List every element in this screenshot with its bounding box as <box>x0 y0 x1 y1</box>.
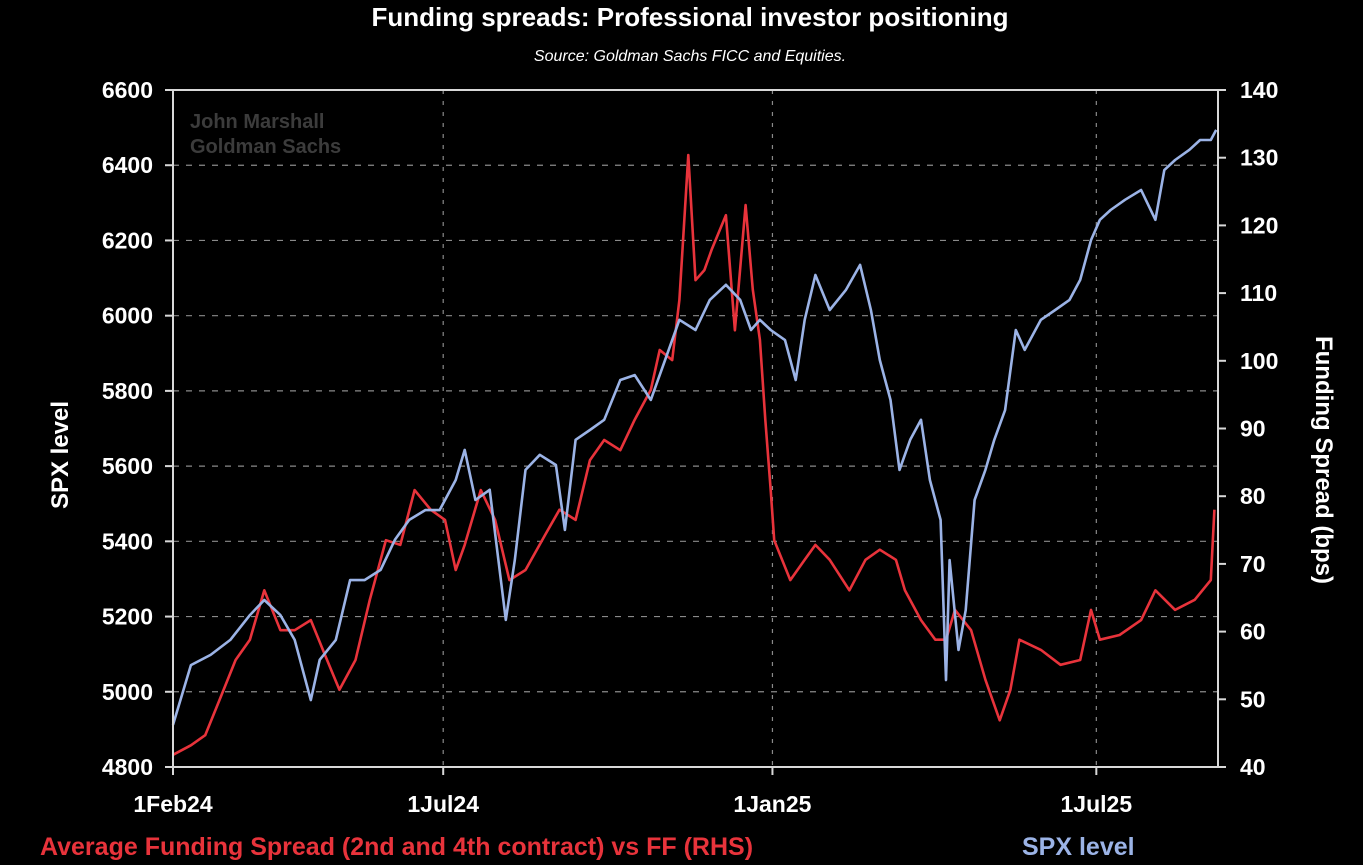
x-tick-label: 1Feb24 <box>133 791 212 817</box>
legend-funding-spread: Average Funding Spread (2nd and 4th cont… <box>40 833 753 861</box>
x-tick-label: 1Jan25 <box>733 791 811 817</box>
gridlines <box>173 90 1218 767</box>
y-right-tick-label: 120 <box>1240 212 1278 238</box>
x-tick-label: 1Jul25 <box>1061 791 1133 817</box>
series-lines <box>171 129 1218 756</box>
y-left-tick-label: 5200 <box>102 604 153 630</box>
chart-title: Funding spreads: Professional investor p… <box>371 2 1008 32</box>
legend-spx-level: SPX level <box>1022 833 1135 861</box>
plot-frame <box>172 89 1219 768</box>
y-axis-left-label: SPX level <box>47 401 74 509</box>
y-right-tick-label: 60 <box>1240 619 1266 645</box>
y-left-tick-label: 4800 <box>102 754 153 780</box>
chart-subtitle: Source: Goldman Sachs FICC and Equities. <box>534 48 846 65</box>
y-right-tick-label: 100 <box>1240 348 1278 374</box>
y-right-tick-label: 80 <box>1240 483 1266 509</box>
y-left-tick-label: 5000 <box>102 679 153 705</box>
y-right-tick-label: 70 <box>1240 551 1266 577</box>
y-right-tick-label: 130 <box>1240 145 1278 171</box>
y-left-tick-label: 6600 <box>102 77 153 103</box>
y-left-tick-label: 5400 <box>102 528 153 554</box>
y-left-tick-label: 5600 <box>102 453 153 479</box>
watermark-line-2: Goldman Sachs <box>190 136 341 158</box>
y-left-tick-label: 6400 <box>102 152 153 178</box>
y-left-tick-label: 6000 <box>102 303 153 329</box>
y-left-tick-label: 5800 <box>102 378 153 404</box>
y-left-tick-label: 6200 <box>102 227 153 253</box>
y-right-tick-label: 90 <box>1240 416 1266 442</box>
axes: 4800 5000 5200 5400 5600 5800 6000 6200 6400 6600… <box>102 77 1279 817</box>
spx-level-line <box>171 129 1218 726</box>
y-right-tick-label: 140 <box>1240 77 1278 103</box>
y-right-tick-label: 50 <box>1240 686 1266 712</box>
y-right-tick-label: 110 <box>1240 280 1277 306</box>
x-tick-label: 1Jul24 <box>407 791 479 817</box>
watermark-line-1: John Marshall <box>190 111 324 133</box>
y-axis-right-label: Funding Spread (bps) <box>1310 336 1337 584</box>
funding-spread-line <box>172 153 1216 756</box>
y-right-tick-label: 40 <box>1240 754 1266 780</box>
